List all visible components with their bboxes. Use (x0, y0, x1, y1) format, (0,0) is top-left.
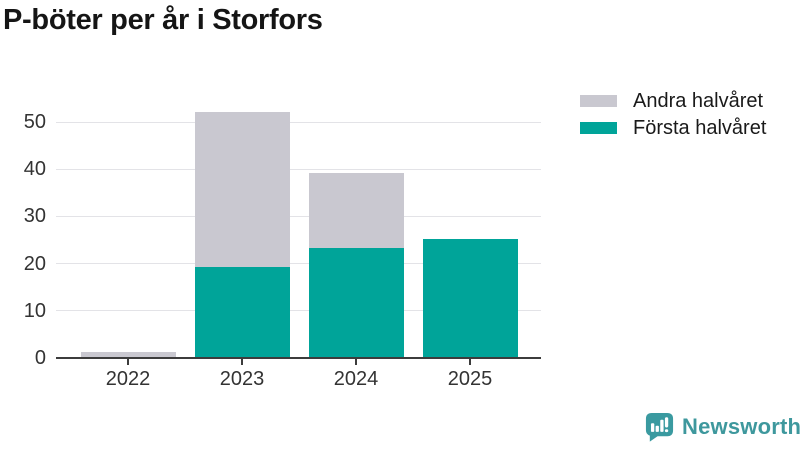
legend-label-forsta-halvaret: Första halvåret (633, 116, 767, 139)
gridline-y-10 (56, 310, 541, 312)
x-axis-tick-2024 (355, 359, 357, 365)
bar-segment-2024-f-rsta-halv-ret (308, 248, 404, 357)
bar-segment-2025-f-rsta-halv-ret (422, 239, 518, 357)
chart-title: P-böter per år i Storfors (3, 4, 323, 36)
gridline-y-20 (56, 263, 541, 265)
bar-segment-2022-andra-halv-ret (80, 352, 176, 357)
gridline-y-30 (56, 215, 541, 217)
x-axis-label-2025: 2025 (447, 368, 493, 390)
gridline-y-50 (56, 121, 541, 123)
x-axis-line (56, 357, 541, 359)
plot-area: 0 10 20 30 40 50 2022 2023 2024 2025 (24, 92, 541, 390)
bar-2025 (422, 239, 518, 357)
y-axis-label-10: 10 (23, 299, 46, 322)
legend-swatch-forsta-halvaret (580, 122, 617, 134)
x-axis-label-2023: 2023 (219, 368, 265, 390)
legend-label-andra-halvaret: Andra halvåret (633, 89, 764, 112)
bar-2023 (194, 111, 290, 357)
bar-segment-2024-andra-halv-ret (308, 172, 404, 249)
legend-item-forsta-halvaret: Första halvåret (580, 116, 766, 140)
newsworthy-icon (645, 412, 674, 442)
bar-2024 (308, 172, 404, 357)
x-axis-tick-2025 (469, 359, 471, 365)
bar-2022 (80, 352, 176, 357)
x-axis-tick-2022 (127, 359, 129, 365)
newsworthy-logo: Newsworthy (644, 411, 800, 442)
bar-segment-2023-f-rsta-halv-ret (194, 267, 290, 357)
bar-segment-2023-andra-halv-ret (194, 111, 290, 268)
x-axis-label-2024: 2024 (333, 368, 379, 390)
x-axis-tick-2023 (241, 359, 243, 365)
gridline-y-40 (56, 168, 541, 170)
y-axis-label-40: 40 (23, 158, 46, 181)
newsworthy-wordmark: Newsworthy (682, 413, 800, 439)
legend-swatch-andra-halvaret (580, 95, 617, 107)
y-axis-label-50: 50 (23, 111, 46, 133)
x-axis-label-2022: 2022 (105, 368, 151, 390)
y-axis-label-20: 20 (23, 252, 46, 275)
legend: Andra halvåret Första halvåret (580, 89, 766, 143)
y-axis-label-0: 0 (34, 347, 46, 369)
y-axis-label-30: 30 (23, 205, 46, 228)
legend-item-andra-halvaret: Andra halvåret (580, 89, 766, 113)
